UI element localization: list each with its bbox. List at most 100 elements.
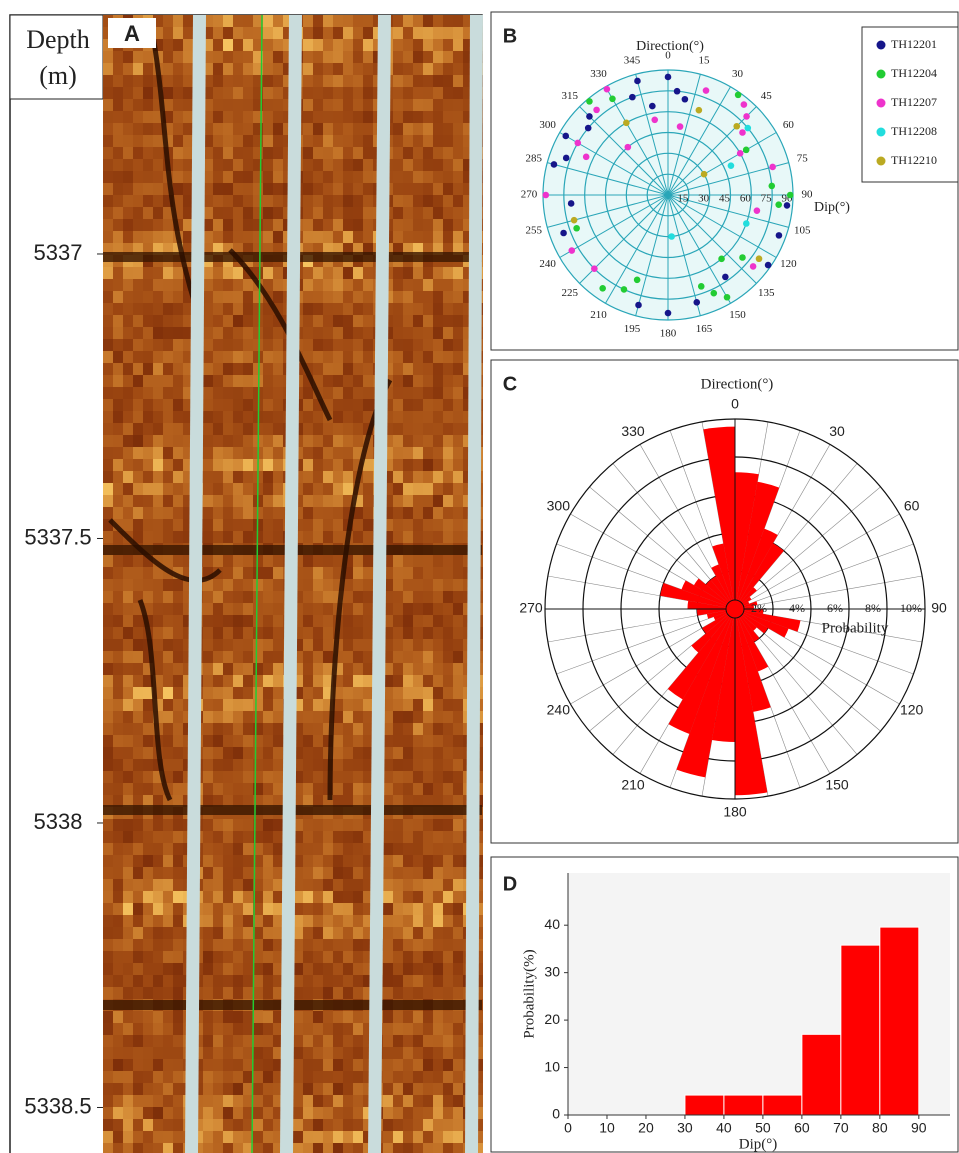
texture-cell [273,855,283,867]
texture-cell [353,1119,363,1131]
texture-cell [213,1131,223,1143]
texture-cell [253,219,263,231]
texture-cell [273,819,283,831]
texture-cell [363,675,373,687]
texture-cell [433,759,443,771]
texture-cell [123,1011,133,1023]
texture-cell [123,303,133,315]
texture-cell [233,567,243,579]
texture-cell [123,615,133,627]
theta-tick-label: 75 [797,153,809,165]
texture-cell [313,459,323,471]
texture-cell [323,663,333,675]
texture-cell [243,1083,253,1095]
texture-cell [153,579,163,591]
texture-cell [203,675,213,687]
texture-cell [113,399,123,411]
texture-cell [313,723,323,735]
texture-cell [113,339,123,351]
x-tick-label: 30 [677,1120,693,1136]
data-point [674,88,681,95]
texture-cell [443,927,453,939]
texture-cell [213,903,223,915]
texture-cell [253,195,263,207]
texture-cell [103,687,113,699]
texture-cell [213,1119,223,1131]
texture-cell [323,219,333,231]
texture-cell [143,1035,153,1047]
data-point [634,78,641,85]
texture-cell [143,339,153,351]
texture-cell [403,963,413,975]
y-tick-label: 5337.5 [24,524,91,549]
texture-cell [123,183,133,195]
texture-cell [363,279,373,291]
texture-cell [103,1023,113,1035]
texture-cell [133,675,143,687]
texture-cell [423,1071,433,1083]
texture-cell [173,471,183,483]
texture-cell [413,903,423,915]
texture-cell [313,39,323,51]
texture-cell [413,867,423,879]
texture-cell [243,723,253,735]
texture-cell [423,687,433,699]
texture-cell [303,471,313,483]
texture-cell [313,435,323,447]
texture-cell [183,123,193,135]
texture-cell [203,759,213,771]
texture-cell [273,459,283,471]
texture-cell [243,315,253,327]
texture-cell [173,699,183,711]
texture-cell [263,183,273,195]
texture-cell [343,891,353,903]
texture-cell [433,423,443,435]
texture-cell [213,339,223,351]
texture-cell [223,639,233,651]
texture-cell [153,783,163,795]
texture-cell [223,855,233,867]
texture-cell [433,363,443,375]
texture-cell [313,63,323,75]
texture-cell [433,555,443,567]
data-point [649,103,656,110]
texture-cell [443,1143,453,1153]
texture-cell [353,303,363,315]
texture-cell [153,1095,163,1107]
texture-cell [153,987,163,999]
texture-cell [263,915,273,927]
texture-cell [423,495,433,507]
texture-cell [413,327,423,339]
texture-cell [223,159,233,171]
texture-cell [413,603,423,615]
texture-cell [313,1095,323,1107]
texture-cell [223,915,233,927]
texture-cell [443,435,453,447]
texture-cell [133,939,143,951]
texture-cell [123,135,133,147]
texture-cell [353,771,363,783]
texture-cell [423,423,433,435]
texture-cell [333,75,343,87]
texture-cell [343,675,353,687]
texture-cell [103,531,113,543]
texture-cell [123,51,133,63]
texture-cell [343,351,353,363]
data-point [722,274,729,281]
texture-cell [313,339,323,351]
texture-cell [423,675,433,687]
texture-cell [313,171,323,183]
texture-cell [113,327,123,339]
texture-cell [313,123,323,135]
texture-cell [313,663,323,675]
texture-cell [243,663,253,675]
texture-cell [233,123,243,135]
texture-cell [363,363,373,375]
texture-cell [433,567,443,579]
texture-cell [233,411,243,423]
texture-cell [303,459,313,471]
texture-cell [443,87,453,99]
texture-cell [243,639,253,651]
data-point [741,101,748,108]
texture-cell [323,351,333,363]
